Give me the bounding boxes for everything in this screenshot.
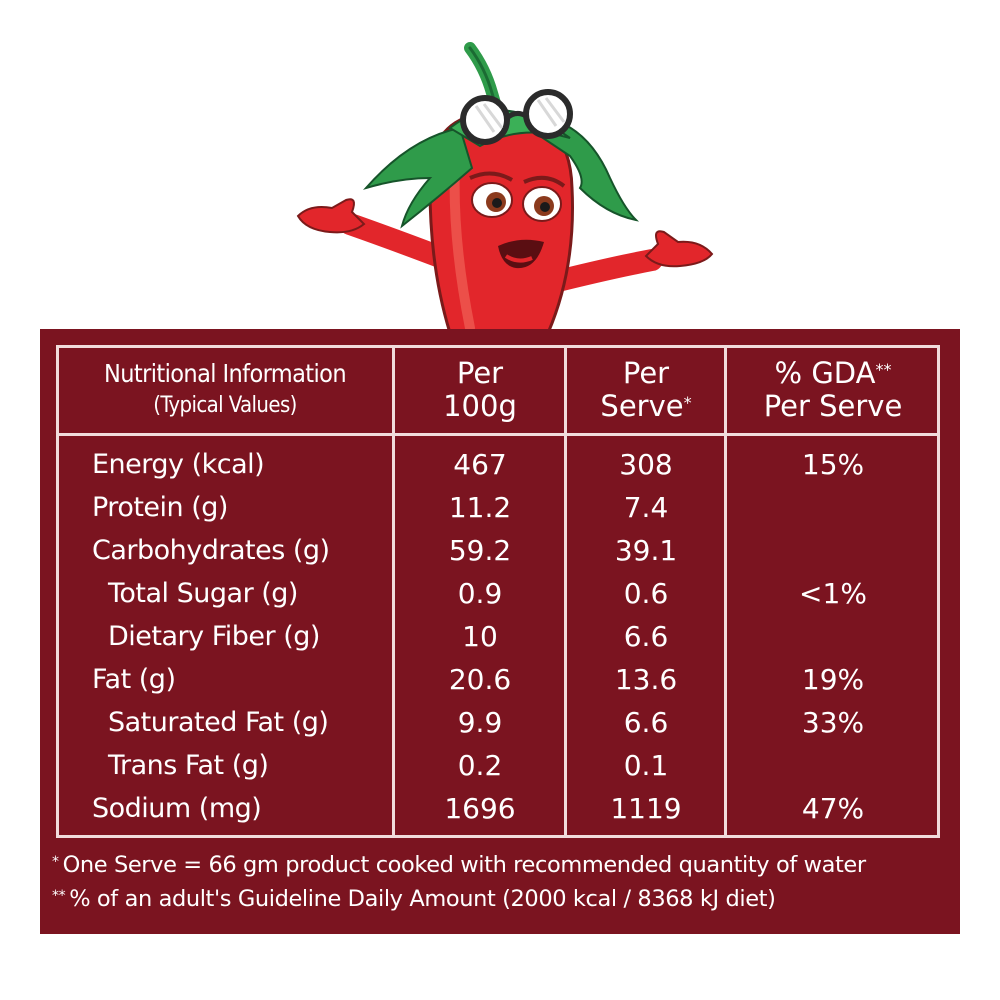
header-per-serve-mark: *: [683, 393, 692, 412]
header-per-serve-label: Serve: [600, 389, 684, 423]
header-per-serve: Per Serve*: [566, 345, 726, 435]
table-border-right: [937, 345, 940, 838]
header-gda-line2: Per Serve: [763, 389, 903, 423]
nutrition-panel: [40, 329, 960, 934]
row-per-serve: 1119: [610, 792, 682, 825]
table-border-top: [56, 345, 940, 348]
row-gda: [726, 486, 940, 529]
row-label: Dietary Fiber (g): [108, 621, 320, 652]
row-per-serve: 39.1: [614, 534, 678, 567]
header-gda-mark: **: [875, 360, 892, 379]
row-gda: <1%: [799, 577, 867, 610]
header-per-100g-line2: 100g: [443, 389, 517, 423]
row-per-100g: 9.9: [457, 706, 503, 739]
row-gda: 15%: [801, 448, 865, 481]
row-per-100g: 467: [453, 448, 507, 481]
row-label: Energy (kcal): [92, 449, 265, 480]
table-border-bottom: [56, 835, 940, 838]
footnote-gda-mark: **: [52, 888, 66, 904]
row-label: Total Sugar (g): [108, 578, 298, 609]
column-divider-1: [392, 345, 395, 838]
row-per-100g: 11.2: [448, 491, 512, 524]
row-gda: [726, 529, 940, 572]
footnote-serve: * One Serve = 66 gm product cooked with r…: [52, 852, 866, 878]
row-per-serve: 6.6: [623, 706, 669, 739]
row-gda: 47%: [801, 792, 865, 825]
row-per-100g: 0.9: [457, 577, 503, 610]
row-per-serve: 13.6: [614, 663, 678, 696]
footnote-serve-text: One Serve = 66 gm product cooked with re…: [62, 852, 867, 878]
row-per-100g: 1696: [444, 792, 516, 825]
table-header-divider: [56, 433, 940, 436]
header-gda-label: % GDA: [774, 356, 876, 390]
row-label: Fat (g): [92, 664, 176, 695]
header-nutritional-information: Nutritional Information (Typical Values): [56, 345, 394, 435]
row-per-serve: 6.6: [623, 620, 669, 653]
row-gda: [726, 744, 940, 787]
row-per-serve: 0.6: [623, 577, 669, 610]
footnote-gda: **% of an adult's Guideline Daily Amount…: [52, 886, 776, 912]
header-per-100g-line1: Per: [456, 356, 504, 390]
header-title: Nutritional Information: [104, 359, 347, 388]
header-gda-line1: % GDA**: [775, 357, 892, 390]
header-per-100g: Per 100g: [394, 345, 566, 435]
row-per-100g: 59.2: [448, 534, 512, 567]
footnote-serve-mark: *: [52, 854, 59, 870]
header-per-serve-line2: Serve*: [600, 390, 691, 423]
row-per-serve: 7.4: [623, 491, 669, 524]
row-label: Saturated Fat (g): [108, 707, 329, 738]
row-gda: 33%: [801, 706, 865, 739]
row-label: Trans Fat (g): [108, 750, 269, 781]
row-per-serve: 0.1: [623, 749, 669, 782]
header-per-serve-line1: Per: [622, 356, 670, 390]
row-label: Protein (g): [92, 492, 228, 523]
row-label: Sodium (mg): [92, 793, 262, 824]
header-subtitle: (Typical Values): [153, 393, 297, 418]
row-gda: 19%: [801, 663, 865, 696]
header-gda: % GDA** Per Serve: [726, 345, 940, 435]
row-per-100g: 20.6: [448, 663, 512, 696]
table-border-left: [56, 345, 59, 838]
footnote-gda-text: % of an adult's Guideline Daily Amount (…: [69, 886, 776, 912]
column-divider-3: [724, 345, 727, 838]
chili-pepper-mascot-icon: [296, 42, 714, 333]
row-per-serve: 308: [619, 448, 673, 481]
column-divider-2: [564, 345, 567, 838]
row-per-100g: 0.2: [457, 749, 503, 782]
row-per-100g: 10: [462, 620, 498, 653]
row-label: Carbohydrates (g): [92, 535, 330, 566]
nutrition-table: Nutritional Information (Typical Values)…: [56, 345, 940, 838]
row-gda: [726, 615, 940, 658]
